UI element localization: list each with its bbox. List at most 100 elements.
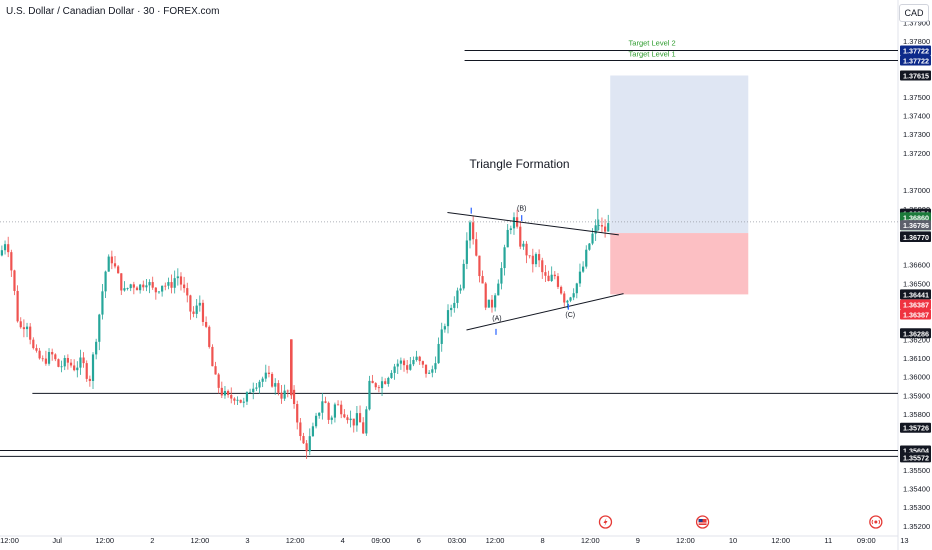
candle-body xyxy=(60,366,63,368)
candle-body xyxy=(217,374,220,388)
currency-button[interactable]: CAD xyxy=(899,4,929,22)
candle-body xyxy=(534,254,538,265)
time-tick-label: 10 xyxy=(729,536,737,545)
candle-body xyxy=(142,284,145,288)
candle-body xyxy=(47,352,51,364)
candle-body xyxy=(553,274,556,277)
time-tick-label: 11 xyxy=(824,536,832,545)
candle-body xyxy=(88,378,91,382)
candle-body xyxy=(362,422,365,434)
loss-zone[interactable] xyxy=(610,233,749,295)
candle-body xyxy=(465,240,468,264)
candle-body xyxy=(113,263,117,267)
candle-body xyxy=(220,387,223,396)
candle-body xyxy=(296,404,299,423)
candle-body xyxy=(475,239,478,256)
price-badge-label: 1.36860 xyxy=(903,213,929,222)
candle-body xyxy=(110,256,113,264)
candle-body xyxy=(32,339,35,349)
candle-body xyxy=(73,365,76,371)
candle-body xyxy=(440,329,443,344)
time-tick-label: 12:00 xyxy=(191,536,210,545)
wave-label: (B) xyxy=(517,206,526,213)
candle-body xyxy=(462,263,465,289)
price-tick-label: 1.36000 xyxy=(903,373,930,382)
candle-body xyxy=(349,418,352,421)
candle-body xyxy=(198,302,201,306)
candle-body xyxy=(396,363,399,367)
candle-body xyxy=(484,283,487,308)
candle-body xyxy=(503,247,506,269)
candle-body xyxy=(123,288,126,291)
candle-body xyxy=(556,276,560,287)
candle-body xyxy=(176,276,179,279)
candle-body xyxy=(528,255,531,257)
candle-body xyxy=(173,278,176,288)
candle-body xyxy=(145,285,148,288)
candle-body xyxy=(76,367,79,371)
price-badge-label: 1.36387 xyxy=(903,310,929,319)
candle-body xyxy=(377,387,380,389)
candle-body xyxy=(453,302,456,308)
price-tick-label: 1.35300 xyxy=(903,503,930,512)
candle-body xyxy=(519,226,522,247)
time-tick-label: 9 xyxy=(636,536,640,545)
candle-body xyxy=(157,291,161,293)
price-badge-label: 1.37722 xyxy=(903,57,929,66)
candle-body xyxy=(346,417,349,421)
profit-zone[interactable] xyxy=(610,75,749,234)
candle-body xyxy=(384,381,387,384)
candle-body xyxy=(547,275,550,281)
candle-body xyxy=(368,380,371,410)
time-tick-label: 12:00 xyxy=(0,536,19,545)
candle-body xyxy=(95,341,98,355)
candle-body xyxy=(487,299,490,308)
wave-label: (C) xyxy=(565,312,575,319)
candle-body xyxy=(380,381,384,389)
candle-body xyxy=(490,299,494,308)
candle-body xyxy=(98,314,101,342)
candle-body xyxy=(10,252,13,271)
candle-body xyxy=(550,274,553,281)
candle-body xyxy=(192,311,195,314)
candle-body xyxy=(101,291,104,315)
candle-body xyxy=(82,357,85,364)
candle-body xyxy=(261,378,264,382)
price-badge xyxy=(900,220,931,231)
candle-body xyxy=(29,326,32,340)
candle-body xyxy=(314,415,318,427)
triangle-lower-trendline[interactable] xyxy=(466,293,624,331)
price-badge-label: 1.37615 xyxy=(903,72,929,81)
price-tick-label: 1.35500 xyxy=(903,466,930,475)
candle-body xyxy=(135,287,139,291)
price-badge-label: 1.36770 xyxy=(903,233,929,242)
price-tick-label: 1.35900 xyxy=(903,391,930,400)
price-badge-label: 1.36786 xyxy=(903,221,929,230)
candle-body xyxy=(531,255,534,265)
candle-body xyxy=(443,326,446,330)
candle-body xyxy=(91,354,95,382)
time-tick-label: 12:00 xyxy=(771,536,790,545)
candle-body xyxy=(336,404,340,406)
price-badge-label: 1.37722 xyxy=(903,47,929,56)
time-tick-label: 8 xyxy=(541,536,545,545)
candle-body xyxy=(239,399,242,403)
candle-body xyxy=(365,409,368,434)
candle-body xyxy=(286,390,289,392)
price-badge-label: 1.35604 xyxy=(903,446,929,455)
candle-body xyxy=(25,326,29,330)
candle-body xyxy=(352,418,355,426)
time-tick-label: 12:00 xyxy=(486,536,505,545)
time-tick-label: 4 xyxy=(341,536,345,545)
time-tick-label: 09:00 xyxy=(371,536,390,545)
price-badge xyxy=(900,55,931,66)
candle-body xyxy=(459,288,462,291)
candle-body xyxy=(16,290,19,322)
triangle-upper-trendline[interactable] xyxy=(447,212,619,236)
flag-canton xyxy=(698,519,703,522)
wave-label: (A) xyxy=(492,316,501,323)
price-tick-label: 1.36600 xyxy=(903,261,930,270)
candle-body xyxy=(0,250,4,256)
price-tick-label: 1.37300 xyxy=(903,130,930,139)
